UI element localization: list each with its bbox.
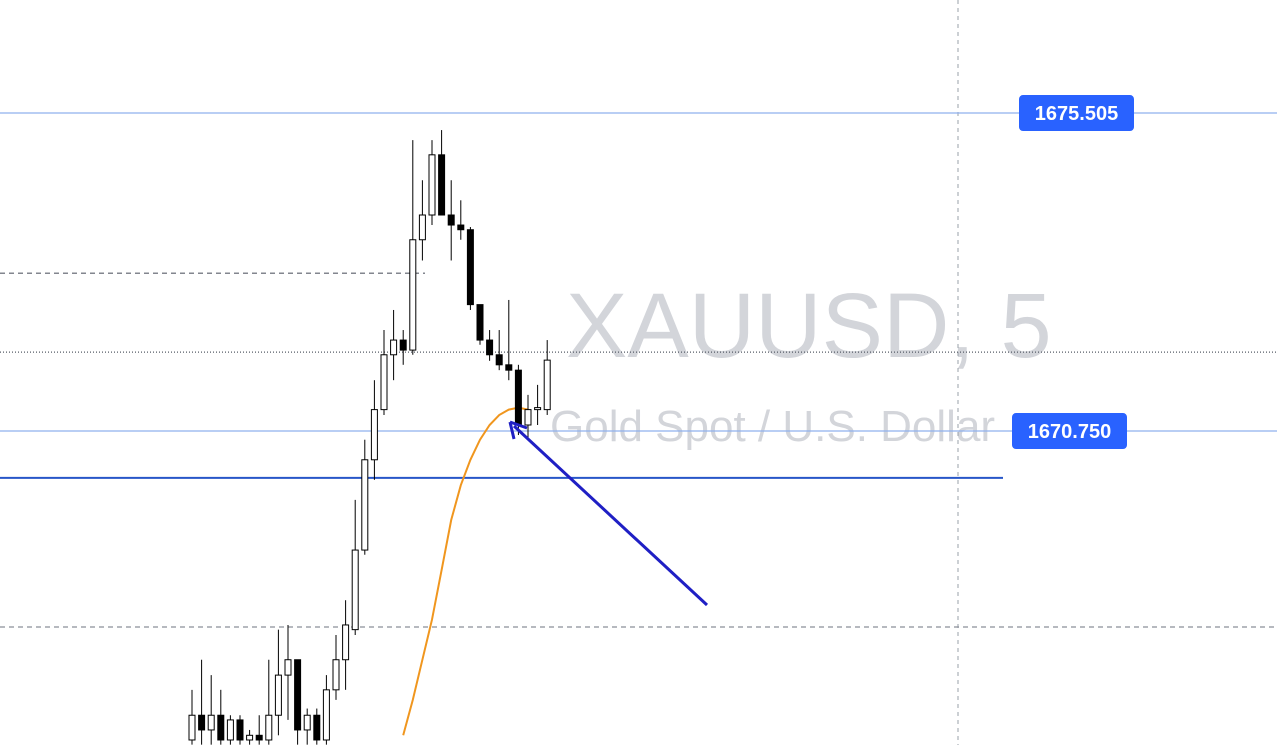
candle-body xyxy=(207,714,215,731)
candle-body xyxy=(524,409,532,426)
candle-body xyxy=(409,239,417,351)
candle-body xyxy=(390,339,398,356)
candle-body xyxy=(476,304,484,341)
candle-body xyxy=(380,354,388,411)
candle-body xyxy=(447,214,455,226)
price-label: 1675.505 xyxy=(1035,103,1118,125)
candle-body xyxy=(236,719,244,741)
candle-body xyxy=(303,714,311,731)
candle-body xyxy=(313,714,321,741)
arrow-shaft xyxy=(512,424,709,607)
candle-body xyxy=(543,359,551,411)
candle-body xyxy=(351,549,359,631)
candle-body xyxy=(370,409,378,461)
candle-body xyxy=(418,214,426,241)
candle-body xyxy=(342,624,350,661)
candle-body xyxy=(332,659,340,691)
candle-body xyxy=(274,674,282,716)
price-label: 1670.750 xyxy=(1028,421,1111,443)
candle-body xyxy=(361,459,369,551)
candle-body xyxy=(265,714,273,741)
candle-body xyxy=(198,714,206,731)
candle-body xyxy=(428,154,436,216)
candle-body xyxy=(255,734,263,741)
candle-body xyxy=(217,714,225,741)
candle-body xyxy=(457,224,465,231)
arrow-head xyxy=(508,420,528,440)
candle-body xyxy=(495,354,503,366)
candle-body xyxy=(188,714,196,741)
candle-body xyxy=(486,339,494,356)
candle-body xyxy=(284,659,292,676)
candle-body xyxy=(399,339,407,351)
candle-body xyxy=(534,407,542,411)
watermark-description: Gold Spot / U.S. Dollar xyxy=(550,402,995,451)
candle-body xyxy=(294,659,302,731)
watermark-symbol: XAUUSD, 5 xyxy=(566,275,1052,377)
price-label-box xyxy=(1019,95,1134,132)
candle-body xyxy=(226,719,234,741)
candle-body xyxy=(322,689,330,741)
price-label-box xyxy=(1012,413,1127,450)
candle-body xyxy=(438,154,446,216)
candle-body xyxy=(466,229,474,306)
candle-body xyxy=(514,369,522,426)
candle-body xyxy=(246,734,254,741)
ema-line xyxy=(402,406,529,736)
candle-body xyxy=(505,364,513,371)
